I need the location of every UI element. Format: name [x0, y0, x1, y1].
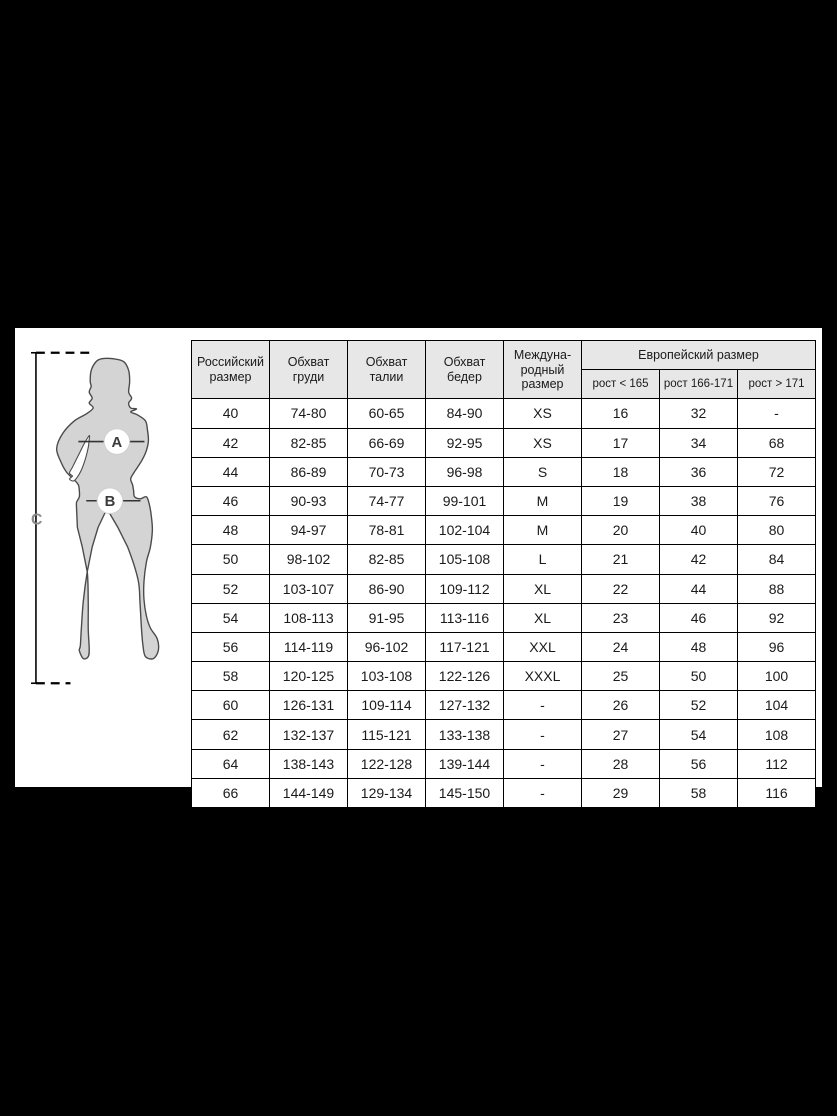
svg-text:A: A [111, 435, 122, 451]
svg-text:C: C [31, 511, 42, 528]
svg-text:B: B [105, 494, 116, 510]
